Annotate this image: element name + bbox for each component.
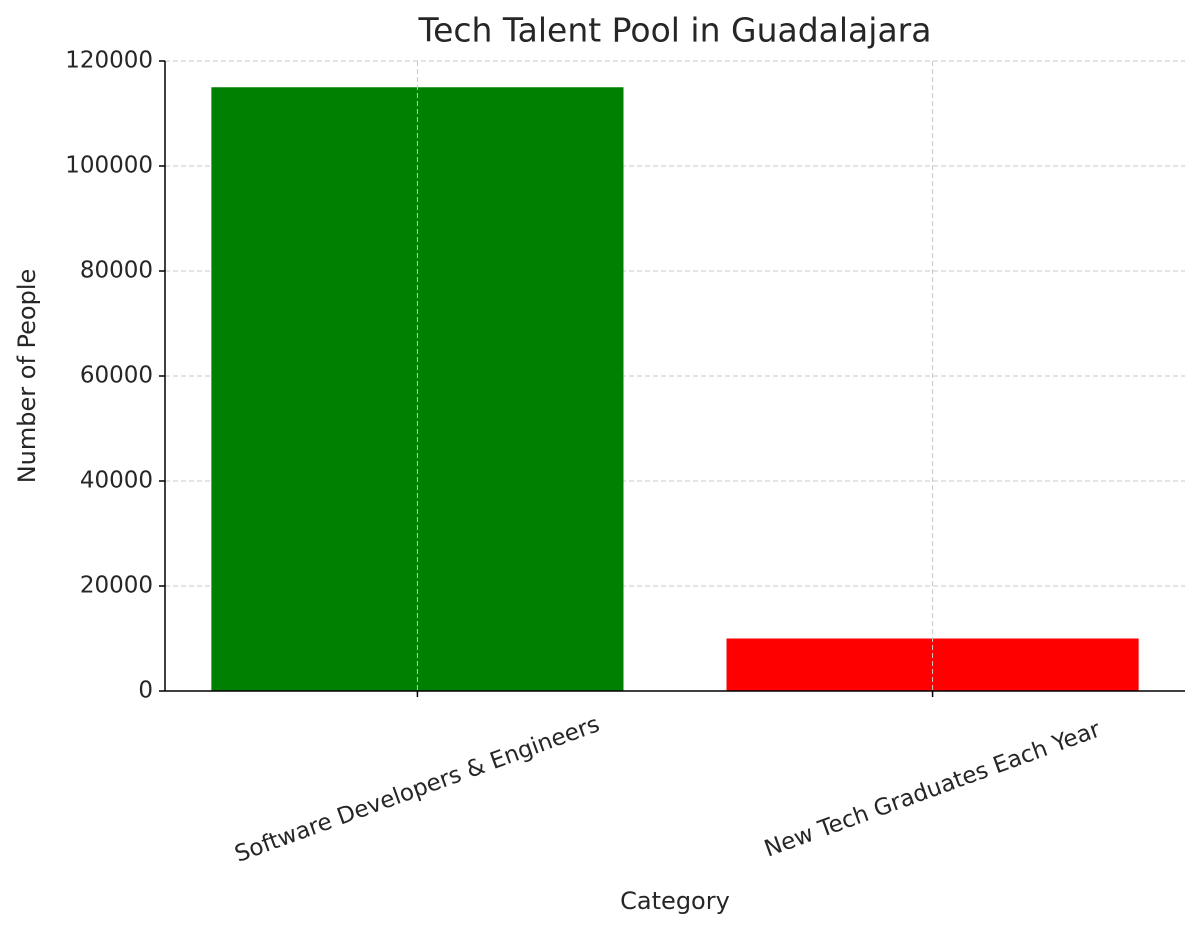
y-axis-label: Number of People <box>13 269 41 484</box>
y-tick-label: 0 <box>138 678 153 704</box>
y-tick-label: 20000 <box>80 573 153 599</box>
y-tick-label: 40000 <box>80 468 153 494</box>
chart-title: Tech Talent Pool in Guadalajara <box>418 11 932 50</box>
y-tick-label: 120000 <box>65 48 153 74</box>
y-tick-label: 80000 <box>80 258 153 284</box>
x-tick-label: Software Developers & Engineers <box>231 711 603 867</box>
y-tick-label: 100000 <box>65 153 153 179</box>
x-tick-label: New Tech Graduates Each Year <box>761 716 1104 862</box>
y-tick-label: 60000 <box>80 363 153 389</box>
x-axis-label: Category <box>620 887 730 915</box>
